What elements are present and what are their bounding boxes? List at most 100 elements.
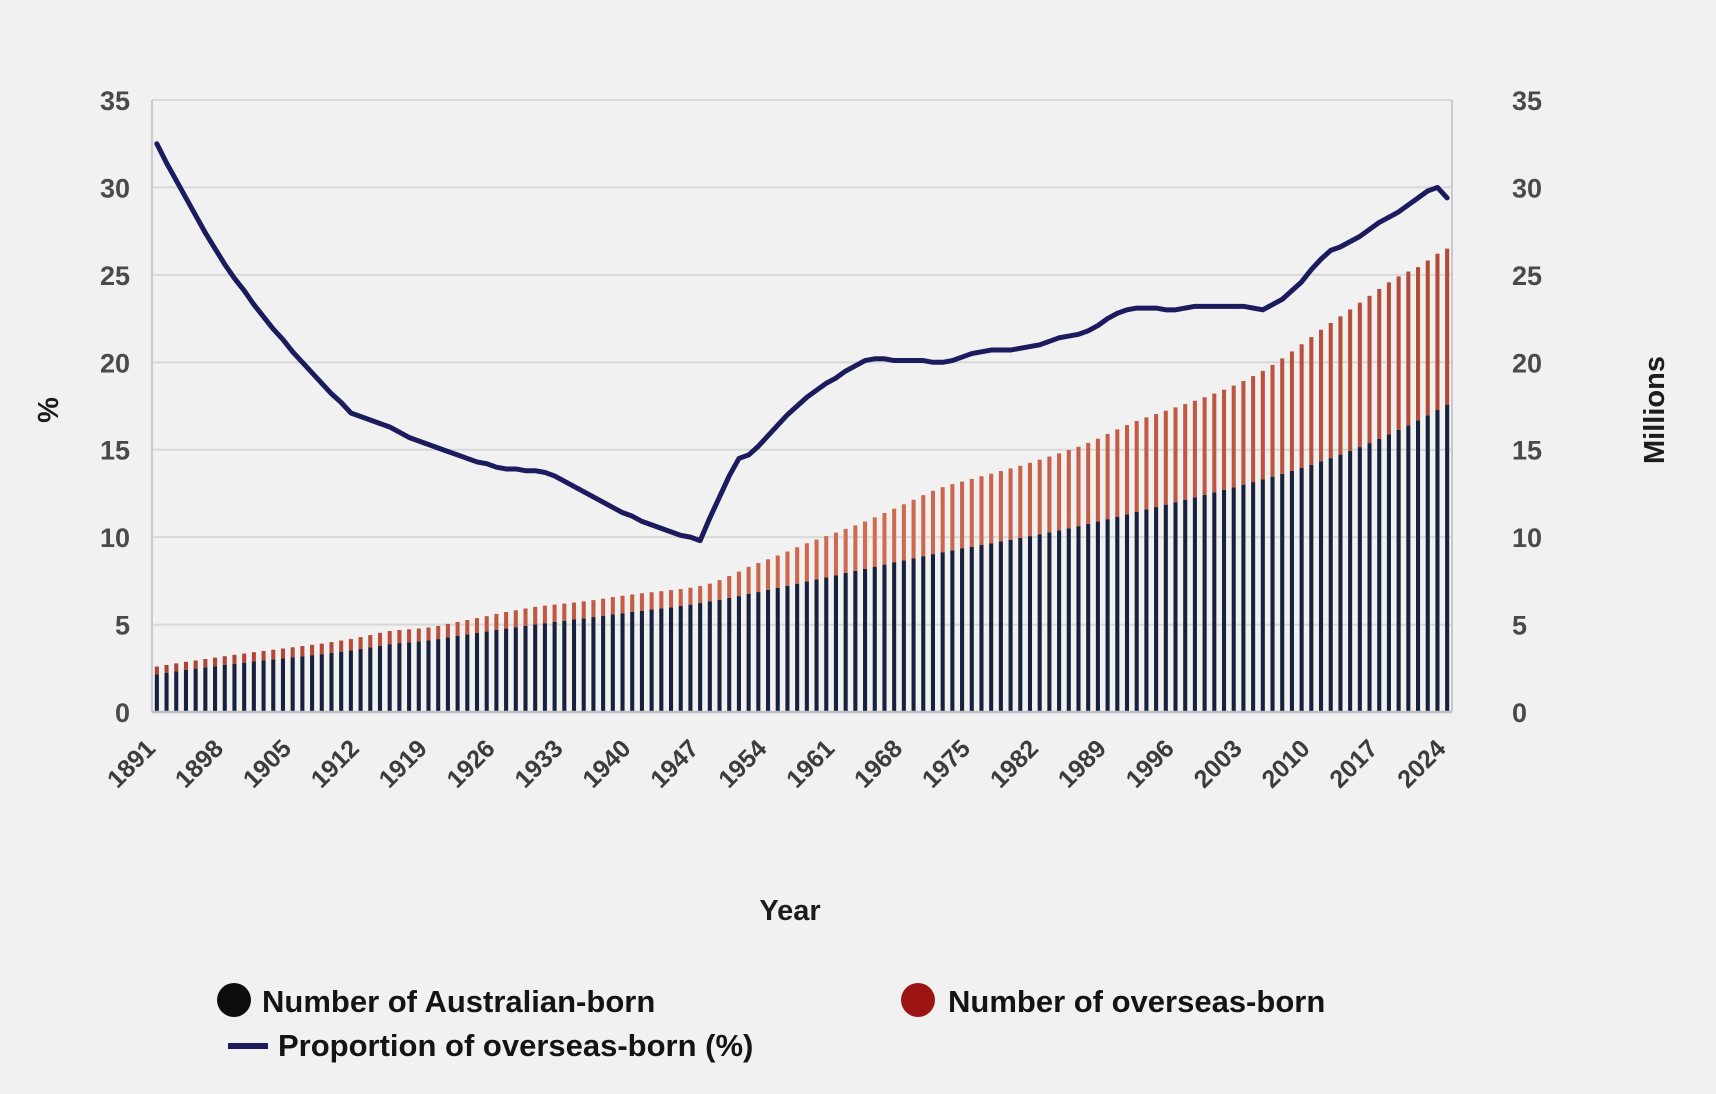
bar-australian-born: [950, 550, 955, 712]
bar-overseas-born: [1309, 337, 1314, 465]
bar-overseas-born: [1328, 322, 1333, 459]
bar-overseas-born: [610, 597, 615, 615]
bar-overseas-born: [1037, 459, 1042, 535]
bar-overseas-born: [416, 628, 421, 642]
legend-label-proportion: Proportion of overseas-born (%): [278, 1028, 753, 1063]
bar-overseas-born: [213, 657, 218, 667]
bar-australian-born: [639, 610, 644, 712]
bar-australian-born: [1105, 519, 1110, 712]
bar-overseas-born: [1251, 376, 1256, 483]
bar-overseas-born: [766, 559, 771, 590]
bar-australian-born: [251, 661, 256, 712]
bar-australian-born: [1357, 447, 1362, 712]
right-axis-ticks: 0 5 10 15 20 25 30 35: [1512, 86, 1542, 728]
bar-overseas-born: [1299, 344, 1304, 468]
bar-overseas-born: [911, 499, 916, 559]
bar-australian-born: [533, 624, 538, 712]
bar-overseas-born: [930, 490, 936, 555]
left-axis-title: %: [33, 397, 65, 423]
bar-australian-born: [804, 581, 809, 712]
bar-australian-born: [960, 548, 965, 712]
bar-overseas-born: [280, 648, 286, 659]
bar-overseas-born: [892, 508, 897, 563]
bars-group: [154, 248, 1450, 712]
bar-overseas-born: [989, 473, 994, 544]
bar-australian-born: [1445, 404, 1450, 712]
bar-overseas-born: [552, 604, 557, 622]
bar-overseas-born: [436, 625, 441, 640]
bar-australian-born: [562, 620, 567, 712]
bar-overseas-born: [1212, 393, 1217, 493]
bar-overseas-born: [940, 487, 945, 553]
bar-overseas-born: [591, 600, 596, 618]
bar-overseas-born: [1047, 456, 1052, 533]
bar-australian-born: [164, 672, 169, 712]
bar-overseas-born: [1280, 358, 1285, 474]
bar-australian-born: [969, 546, 974, 712]
bar-overseas-born: [1057, 453, 1062, 531]
legend-marker-proportion-line-icon: [228, 1043, 268, 1049]
bar-australian-born: [989, 543, 994, 712]
bar-australian-born: [581, 618, 586, 712]
left-tick-label: 20: [100, 348, 130, 378]
bar-australian-born: [911, 558, 916, 712]
bar-australian-born: [1231, 487, 1236, 712]
gridlines-group: [152, 99, 1452, 713]
bar-australian-born: [310, 655, 315, 712]
bar-overseas-born: [1260, 370, 1265, 480]
bar-australian-born: [513, 627, 518, 712]
bar-australian-born: [523, 625, 528, 712]
bar-overseas-born: [795, 547, 800, 584]
bar-overseas-born: [601, 598, 606, 616]
bar-overseas-born: [242, 653, 247, 663]
bar-overseas-born: [1095, 438, 1100, 522]
line-series-group: [154, 141, 1450, 544]
bar-australian-born: [824, 577, 829, 712]
bar-overseas-born: [1338, 316, 1343, 455]
bar-australian-born: [280, 658, 286, 712]
bar-overseas-born: [1105, 433, 1110, 520]
bar-overseas-born: [756, 563, 761, 593]
bar-overseas-born: [901, 504, 906, 561]
bar-overseas-born: [688, 587, 693, 605]
bar-australian-born: [775, 587, 780, 712]
bar-overseas-born: [290, 647, 295, 658]
bar-australian-born: [843, 572, 848, 712]
bar-overseas-born: [998, 471, 1003, 542]
bar-overseas-born: [1154, 414, 1159, 508]
bar-australian-born: [203, 667, 208, 712]
bar-australian-born: [1377, 438, 1382, 712]
bar-australian-born: [601, 615, 606, 712]
bar-overseas-born: [804, 543, 809, 582]
bar-australian-born: [736, 596, 741, 712]
bar-australian-born: [979, 545, 984, 712]
bar-australian-born: [1115, 516, 1120, 712]
bar-overseas-born: [1124, 425, 1130, 515]
bar-australian-born: [465, 634, 470, 712]
left-tick-label: 15: [100, 436, 130, 466]
bar-overseas-born: [843, 528, 848, 573]
bar-australian-born: [785, 585, 790, 712]
left-tick-label: 30: [100, 173, 130, 203]
bar-australian-born: [193, 668, 198, 712]
bar-australian-born: [290, 657, 295, 712]
bar-australian-born: [1134, 511, 1139, 712]
bar-overseas-born: [474, 618, 480, 633]
bar-australian-born: [921, 556, 926, 712]
bar-australian-born: [542, 623, 547, 712]
bar-australian-born: [717, 599, 722, 712]
bar-overseas-born: [1289, 351, 1294, 471]
left-tick-label: 25: [100, 261, 130, 291]
bar-overseas-born: [542, 605, 547, 624]
bar-overseas-born: [562, 603, 567, 621]
bar-australian-born: [407, 642, 412, 712]
bar-overseas-born: [1445, 248, 1450, 405]
bar-australian-born: [329, 652, 334, 712]
bar-australian-born: [940, 552, 945, 712]
bar-overseas-born: [203, 659, 208, 668]
bar-australian-born: [756, 592, 761, 712]
legend: Number of Australian-born Number of over…: [217, 983, 1325, 1063]
bar-overseas-born: [639, 593, 644, 611]
bar-overseas-born: [1221, 389, 1227, 490]
bar-overseas-born: [1027, 462, 1033, 537]
